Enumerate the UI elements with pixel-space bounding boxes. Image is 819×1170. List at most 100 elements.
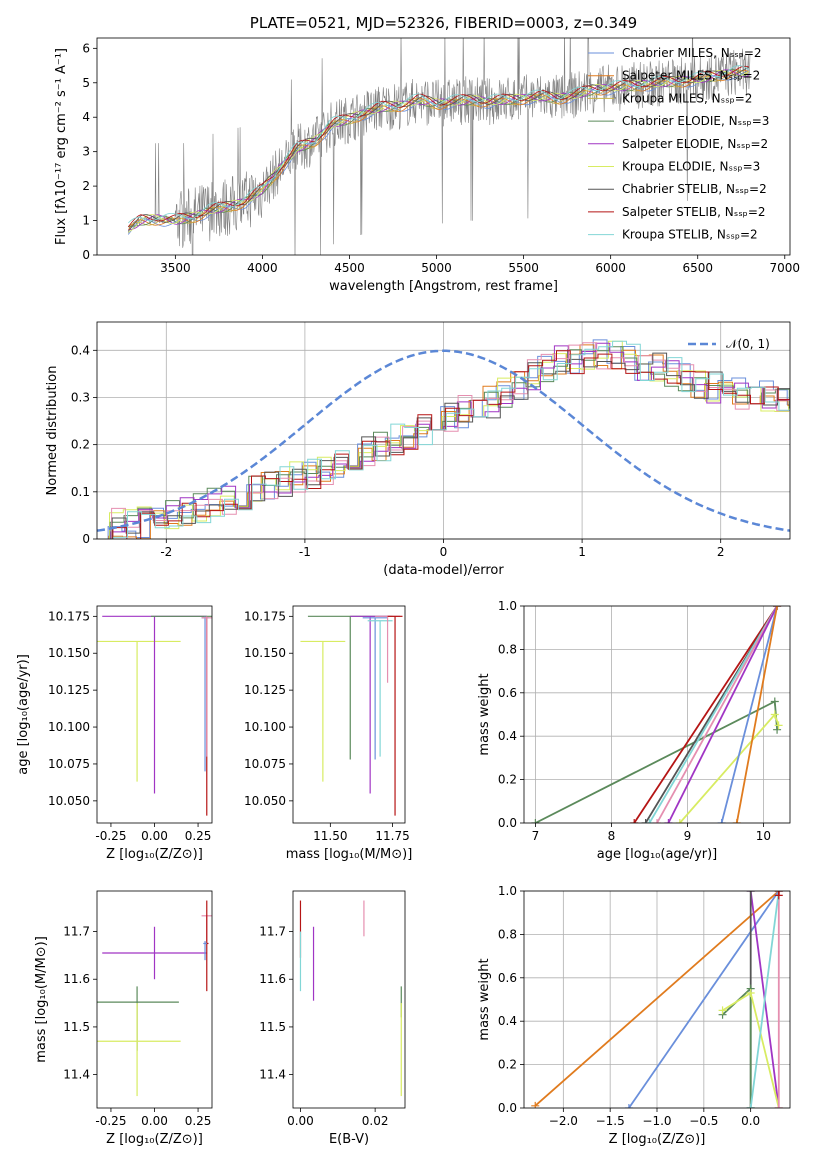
data-point xyxy=(387,615,403,816)
y-axis-label: mass weight xyxy=(477,673,492,755)
y-tick-label: 0.4 xyxy=(498,1014,517,1028)
y-tick-label: 0.3 xyxy=(71,390,90,404)
legend-label: Salpeter ELODIE, Nₛₛₚ=2 xyxy=(622,137,768,151)
axes-frame xyxy=(523,890,791,1109)
weight-marker xyxy=(641,819,650,823)
weight-marker xyxy=(770,697,779,706)
plot-area-residuals xyxy=(97,339,790,539)
weight-marker xyxy=(630,819,639,823)
x-tick-label: 0 xyxy=(440,545,448,559)
weight-marker xyxy=(746,1104,755,1108)
y-tick-label: 0 xyxy=(82,532,90,546)
weight-marker xyxy=(732,819,741,823)
y-tick-label: 0.0 xyxy=(498,816,517,830)
data-point xyxy=(350,615,391,794)
weight-marker xyxy=(717,819,726,823)
model-line xyxy=(128,68,750,228)
x-axis-label: E(B-V) xyxy=(329,1132,369,1147)
weight-marker xyxy=(624,1104,633,1108)
x-tick-label: 8 xyxy=(608,829,616,843)
x-tick-label: 4500 xyxy=(334,261,365,275)
x-tick-label: 0.25 xyxy=(185,829,212,843)
legend-label: Kroupa ELODIE, Nₛₛₚ=3 xyxy=(622,160,760,174)
weight-line xyxy=(628,891,780,1108)
y-tick-label: 0.2 xyxy=(71,438,90,452)
weight-line xyxy=(633,606,778,823)
axes-frame xyxy=(292,605,406,824)
axes-mass-weight-vs-age: 7 8 9 10 0.0 0.2 0.4 0.6 0.8 1.0 age [log₁₀(age/yr… xyxy=(477,599,791,862)
x-axis-label: Z [log₁₀(Z/Z⊙)] xyxy=(106,1132,203,1147)
data-point xyxy=(203,941,207,961)
residual-histogram xyxy=(97,342,790,539)
residual-histogram xyxy=(97,346,790,539)
x-tick-label: −0.5 xyxy=(689,1114,718,1128)
legend-label: Chabrier MILES, Nₛₛₚ=2 xyxy=(622,46,762,60)
y-tick-label: 10.100 xyxy=(244,720,286,734)
data-point xyxy=(300,640,346,782)
weight-line xyxy=(656,606,778,823)
y-tick-label: 0 xyxy=(82,248,90,262)
axes-frame xyxy=(96,605,213,824)
axes-age-vs-mass: 11.50 11.75 10.050 10.075 10.100 10.125 10.150… xyxy=(244,605,412,862)
y-tick-label: 0.4 xyxy=(498,729,517,743)
y-tick-label: 10.150 xyxy=(244,646,286,660)
residual-histogram xyxy=(98,352,790,539)
legend-label: 𝒩(0, 1) xyxy=(726,337,770,351)
y-tick-label: 2 xyxy=(82,179,90,193)
y-tick-label: 11.5 xyxy=(63,1020,90,1034)
x-tick-label: 0.0 xyxy=(741,1114,760,1128)
y-tick-label: 10.075 xyxy=(244,757,286,771)
x-axis-label: wavelength [Angstrom, rest frame] xyxy=(329,279,558,294)
weight-line xyxy=(667,606,778,823)
data-point xyxy=(201,616,209,772)
weight-marker xyxy=(746,988,755,997)
y-axis-label: mass [log₁₀(M/M⊙)] xyxy=(34,936,49,1063)
x-axis-label: Z [log₁₀(Z/Z⊙)] xyxy=(106,847,203,862)
legend: Chabrier MILES, Nₛₛₚ=2 Salpeter MILES, Nₛ… xyxy=(588,46,769,242)
x-tick-label: −1.0 xyxy=(642,1114,671,1128)
legend-label: Chabrier ELODIE, Nₛₛₚ=3 xyxy=(622,114,769,128)
x-tick-label: 3500 xyxy=(160,261,191,275)
residual-histogram xyxy=(99,340,790,539)
x-tick-label: 7 xyxy=(532,829,540,843)
y-tick-label: 11.5 xyxy=(259,1020,286,1034)
x-tick-label: -2 xyxy=(160,545,172,559)
plot-area-age-vs-mass xyxy=(300,615,403,816)
plot-area-spectrum xyxy=(127,38,751,255)
weight-marker xyxy=(664,819,673,823)
x-tick-label: 2 xyxy=(717,545,725,559)
weight-line xyxy=(720,606,778,823)
x-tick-label: -0.25 xyxy=(95,1114,126,1128)
y-axis-label: Normed distribution xyxy=(45,366,60,496)
model-line xyxy=(127,65,749,228)
y-tick-label: 0.8 xyxy=(498,927,517,941)
x-axis-label: Z [log₁₀(Z/Z⊙)] xyxy=(609,1132,706,1147)
legend-label: Chabrier STELIB, Nₛₛₚ=2 xyxy=(622,182,767,196)
y-tick-label: 11.4 xyxy=(259,1068,286,1082)
weight-line xyxy=(735,606,778,823)
data-point xyxy=(375,615,401,683)
x-tick-label: 0.00 xyxy=(141,1114,168,1128)
y-tick-label: 10.125 xyxy=(244,683,286,697)
axes-residuals: -2 -1 0 1 2 0 0.1 0.2 0.3 0.4 (data-model)/error No… xyxy=(45,321,791,578)
y-tick-label: 5 xyxy=(82,76,90,90)
axes-frame xyxy=(292,890,406,1109)
data-point xyxy=(102,926,207,980)
chart-title: PLATE=0521, MJD=52326, FIBERID=0003, z=0… xyxy=(250,14,637,32)
weight-marker xyxy=(774,1104,783,1108)
x-tick-label: 0.00 xyxy=(287,1114,314,1128)
weight-line xyxy=(648,606,778,823)
y-tick-label: 0.0 xyxy=(498,1101,517,1115)
y-tick-label: 4 xyxy=(82,110,90,124)
legend-label: Kroupa MILES, Nₛₛₚ=2 xyxy=(622,91,752,105)
x-axis-label: age [log₁₀(age/yr)] xyxy=(597,847,718,862)
y-tick-label: 0.6 xyxy=(498,971,517,985)
x-tick-label: 5500 xyxy=(508,261,539,275)
y-tick-label: 0.4 xyxy=(71,343,90,357)
y-tick-label: 3 xyxy=(82,145,90,159)
residual-histogram xyxy=(97,344,790,539)
y-tick-label: 1.0 xyxy=(498,599,517,613)
weight-marker xyxy=(645,819,654,823)
legend-label: Kroupa STELIB, Nₛₛₚ=2 xyxy=(622,228,758,242)
